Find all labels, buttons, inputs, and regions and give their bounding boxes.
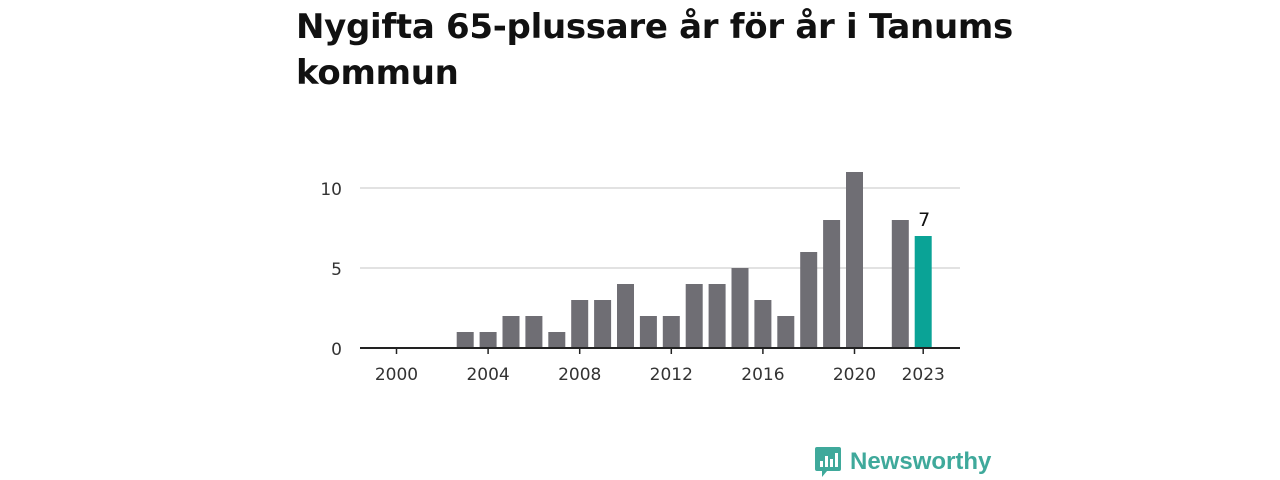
x-tick-label: 2023	[902, 365, 945, 385]
bar	[456, 332, 474, 348]
newsworthy-logo-icon	[815, 447, 841, 477]
bar	[823, 220, 841, 348]
x-tick-label: 2020	[833, 365, 876, 385]
bar	[754, 300, 772, 348]
bar-chart: 7 0 5 10 2000 2004 2008 2012 2016 2020 2023	[320, 172, 960, 385]
newsworthy-brand[interactable]: Newsworthy	[814, 446, 991, 478]
x-tick-label: 2000	[375, 365, 418, 385]
y-tick-label: 5	[331, 260, 342, 280]
bar	[662, 316, 680, 348]
brand-name: Newsworthy	[850, 448, 992, 475]
bar-data-label: 7	[918, 209, 930, 231]
bar-highlight	[914, 236, 932, 348]
y-tick-label: 0	[331, 340, 342, 360]
bar	[502, 316, 520, 348]
gridlines	[360, 187, 960, 269]
bar	[571, 300, 589, 348]
axes: 0 5 10 2000 2004 2008 2012 2016 2020 2023	[320, 180, 960, 385]
bar	[639, 316, 657, 348]
bar	[800, 252, 818, 348]
bar	[479, 332, 497, 348]
x-tick-label: 2008	[558, 365, 601, 385]
bar	[731, 268, 749, 348]
bar	[685, 284, 703, 348]
bars: 7	[456, 172, 932, 348]
bar	[617, 284, 634, 348]
bar	[777, 316, 795, 348]
y-tick-label: 10	[320, 180, 342, 200]
bar	[891, 220, 909, 348]
bar	[548, 332, 566, 348]
x-tick-label: 2012	[650, 365, 693, 385]
bar	[846, 172, 863, 348]
bar	[594, 300, 612, 348]
x-tick-label: 2004	[466, 365, 509, 385]
bar	[708, 284, 726, 348]
chart-title: Nygifta 65-plussare år för år i Tanums k…	[296, 7, 1013, 93]
x-tick-label: 2016	[741, 365, 784, 385]
bar	[525, 316, 543, 348]
